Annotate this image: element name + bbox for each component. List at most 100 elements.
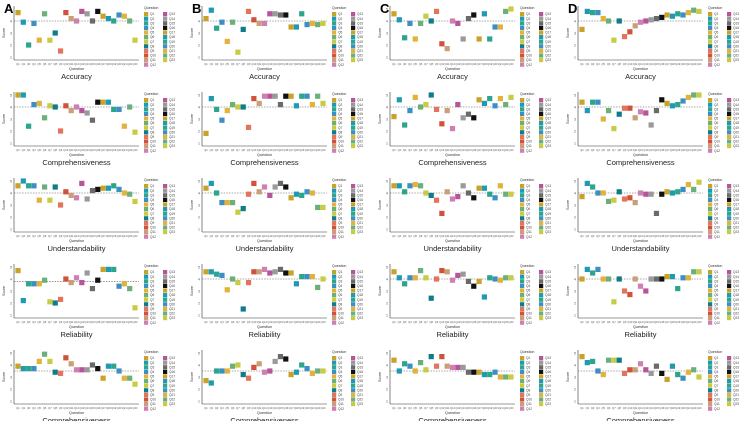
data-point-q18 (105, 185, 112, 191)
data-point-q13 (267, 11, 273, 17)
legend-label: Q18 (545, 207, 551, 211)
data-point-q16 (95, 186, 101, 192)
legend-label: Q12 (526, 321, 532, 325)
x-tick-label: Q5 (38, 320, 42, 324)
data-point-q8 (428, 92, 434, 98)
legend-label: Q23 (169, 230, 175, 234)
y-tick-label: 3 (574, 118, 576, 122)
data-point-q23 (132, 305, 138, 311)
legend-key-q11 (520, 144, 525, 149)
x-axis-title: Question (69, 239, 84, 243)
data-point-q2 (20, 92, 26, 98)
data-point-q10 (439, 210, 445, 216)
data-point-q4 (407, 108, 413, 114)
legend-label: Q6 (150, 293, 154, 297)
legend-key-q10 (332, 311, 337, 316)
x-tick-label: Q4 (32, 320, 36, 324)
legend-key-q16 (539, 283, 544, 288)
legend-title: Question (520, 92, 534, 96)
legend-label: Q9 (714, 135, 718, 139)
legend-key-q16 (539, 369, 544, 374)
legend-key-q16 (727, 369, 732, 374)
x-tick-label: Q13 (643, 406, 648, 410)
legend-label: Q16 (545, 198, 551, 202)
data-point-q20 (304, 93, 310, 99)
x-tick-label: Q2 (22, 234, 26, 238)
x-tick-label: Q10 (63, 406, 68, 410)
data-point-q11 (256, 20, 262, 26)
legend-key-q8 (144, 44, 149, 49)
legend-key-q16 (727, 283, 732, 288)
x-tick-label: Q22 (691, 148, 696, 152)
legend-label: Q7 (714, 298, 718, 302)
x-tick-label: Q19 (487, 320, 492, 324)
x-tick-label: Q1 (580, 234, 584, 238)
x-tick-label: Q16 (471, 148, 476, 152)
legend-label: Q3 (714, 365, 718, 369)
legend-label: Q23 (357, 230, 363, 234)
x-tick-label: Q2 (210, 62, 214, 66)
legend-label: Q10 (150, 226, 156, 230)
legend-key-q23 (727, 144, 732, 149)
legend-label: Q2 (714, 189, 718, 193)
legend-label: Q6 (714, 207, 718, 211)
legend-label: Q15 (733, 107, 739, 111)
y-axis-title: Score (2, 372, 6, 382)
y-tick-label: 4 (386, 278, 388, 282)
legend-label: Q21 (357, 135, 363, 139)
legend-key-q12 (332, 62, 337, 67)
legend-key-q21 (351, 134, 356, 139)
data-point-q9 (621, 105, 628, 111)
data-point-q18 (105, 266, 112, 272)
x-tick-label: Q21 (310, 406, 315, 410)
x-tick-label: Q12 (638, 406, 643, 410)
legend-key-q2 (708, 16, 713, 21)
legend-key-q23 (539, 58, 544, 63)
data-point-q11 (632, 276, 638, 282)
data-point-q5 (224, 38, 230, 44)
data-point-q2 (584, 360, 590, 366)
y-tick-label: 5 (386, 8, 388, 12)
x-tick-label: Q22 (315, 320, 320, 324)
legend-label: Q5 (526, 31, 530, 35)
x-tick-label: Q14 (273, 406, 278, 410)
data-point-q22 (127, 191, 133, 197)
data-point-q11 (256, 189, 262, 195)
legend-label: Q1 (714, 12, 718, 16)
legend-label: Q7 (714, 212, 718, 216)
data-point-q8 (616, 18, 622, 24)
data-point-q6 (41, 351, 48, 357)
y-tick-label: 3 (386, 204, 388, 208)
x-tick-label: Q22 (503, 320, 508, 324)
data-point-q15 (277, 180, 284, 186)
legend-key-q23 (539, 402, 544, 407)
legend-key-q14 (727, 16, 732, 21)
legend-key-q17 (727, 116, 732, 121)
legend-key-q2 (144, 360, 149, 365)
legend-label: Q18 (733, 379, 739, 383)
data-point-q22 (503, 374, 509, 380)
y-tick-label: 3 (10, 118, 12, 122)
data-point-q3 (26, 42, 32, 48)
y-tick-label: 5 (574, 352, 576, 356)
legend-key-q17 (163, 288, 168, 293)
data-point-q10 (251, 17, 257, 23)
x-tick-label: Q13 (267, 62, 272, 66)
legend-key-q19 (727, 39, 732, 44)
data-point-q3 (590, 99, 596, 105)
x-tick-label: Q22 (127, 406, 132, 410)
legend-label: Q12 (338, 407, 344, 411)
x-axis-title: Question (69, 153, 84, 157)
x-tick-label: Q5 (414, 62, 418, 66)
legend-label: Q7 (714, 126, 718, 130)
legend-label: Q4 (338, 284, 342, 288)
y-tick-label: 2 (386, 388, 388, 392)
x-tick-label: Q4 (220, 320, 224, 324)
data-point-q8 (240, 372, 246, 378)
x-tick-label: Q16 (659, 320, 664, 324)
x-tick-label: Q20 (117, 234, 122, 238)
legend-key-q19 (727, 383, 732, 388)
legend-key-q14 (727, 188, 732, 193)
data-point-q15 (277, 102, 284, 108)
legend-key-q12 (144, 234, 149, 239)
